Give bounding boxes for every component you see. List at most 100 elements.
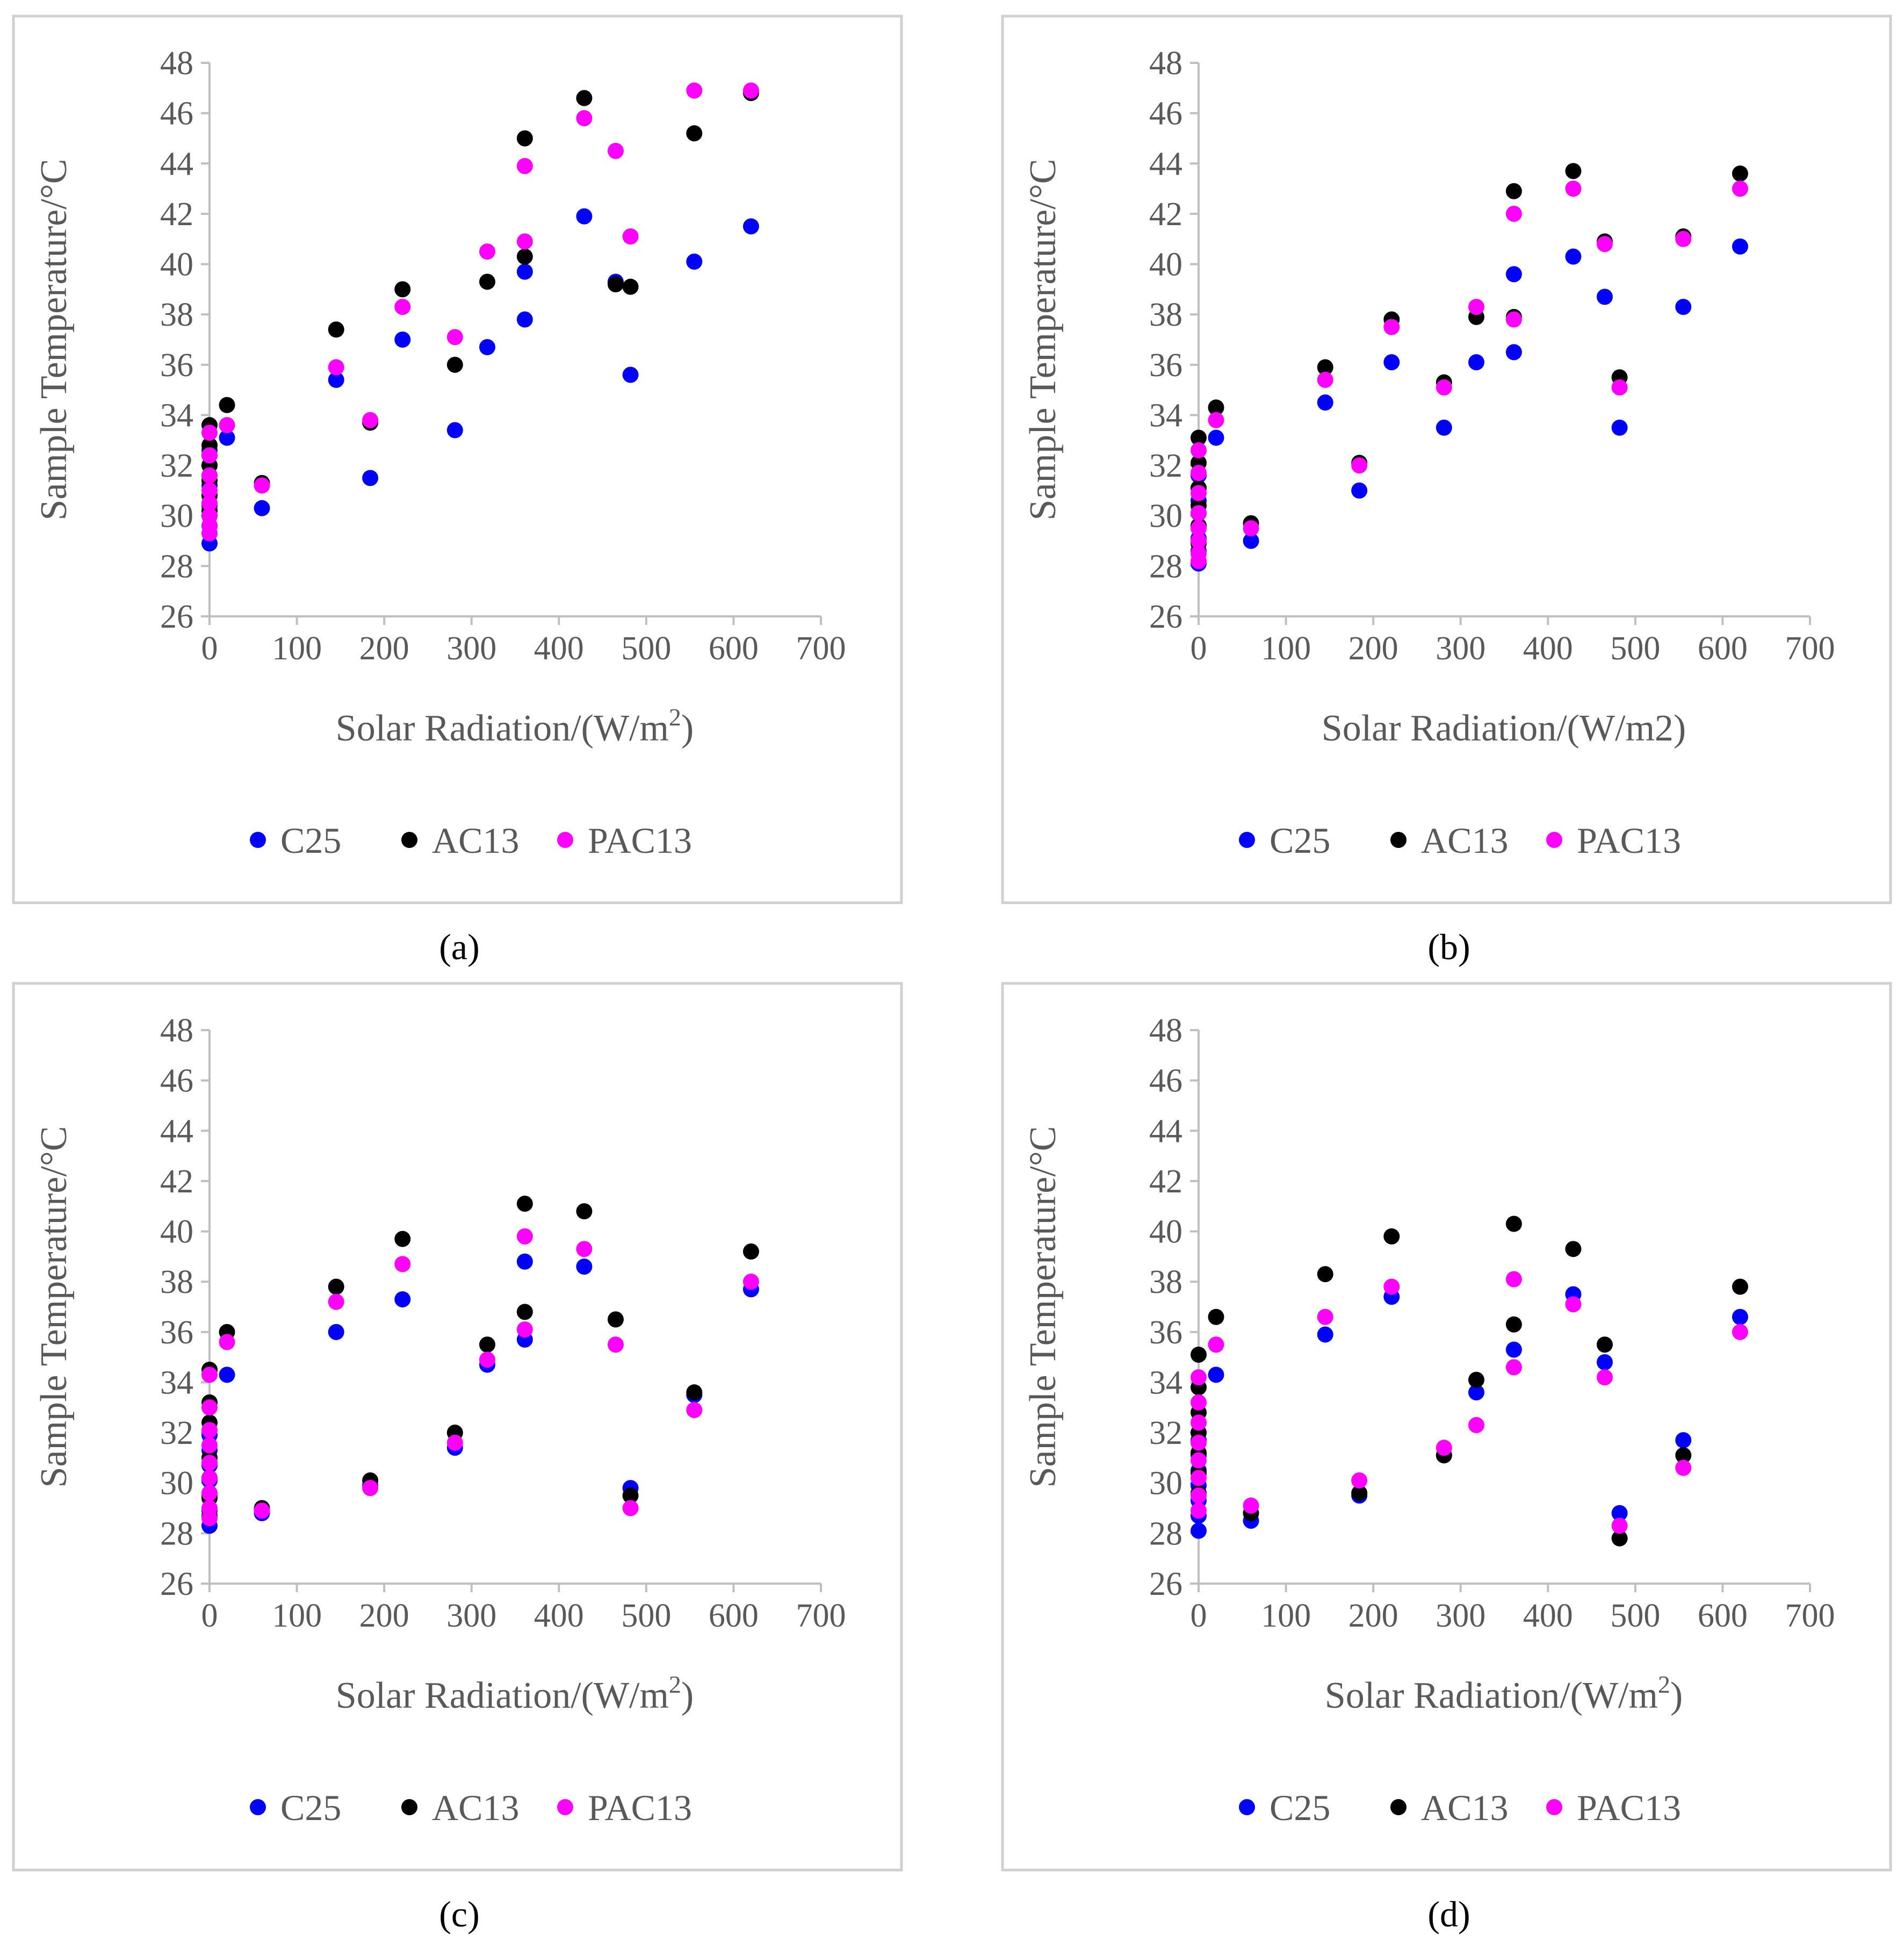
y-tick-label: 38 (1149, 1264, 1182, 1300)
series-PAC13 (201, 82, 759, 542)
legend-label: PAC13 (588, 820, 692, 861)
data-point (1596, 236, 1613, 253)
y-axis-title: Sample Temperature/°C (1022, 1126, 1064, 1488)
x-tick-label: 0 (1191, 1598, 1207, 1634)
data-point (446, 422, 463, 438)
panel-frame (12, 15, 903, 904)
data-point (1611, 1530, 1628, 1547)
x-tick-label: 100 (272, 1598, 322, 1634)
y-tick-label: 32 (1149, 448, 1182, 484)
y-tick-label: 48 (1149, 45, 1182, 82)
data-point (1191, 1522, 1207, 1539)
data-point (1191, 1452, 1207, 1469)
x-axis-title: Solar Radiation/(W/m2) (1325, 1671, 1683, 1716)
legend-marker (1546, 1799, 1562, 1815)
data-point (576, 1259, 593, 1275)
y-tick-label: 40 (1149, 247, 1182, 283)
y-tick-label: 46 (1149, 96, 1182, 132)
data-point (1191, 465, 1207, 481)
data-point (1208, 1336, 1224, 1353)
data-point (1191, 1414, 1207, 1431)
y-tick-label: 40 (160, 1214, 193, 1250)
data-point (1191, 533, 1207, 549)
data-point (479, 274, 495, 290)
x-tick-label: 100 (1261, 630, 1311, 667)
legend-entry-PAC13: PAC13 (557, 820, 692, 861)
data-point (201, 1455, 218, 1471)
data-point (201, 495, 218, 512)
data-point (1191, 429, 1207, 446)
panel-frame (1001, 15, 1892, 904)
x-tick-label: 700 (796, 630, 846, 667)
y-tick-label: 34 (160, 1364, 193, 1401)
data-point (576, 1203, 593, 1220)
data-point (1611, 379, 1628, 395)
data-point (201, 467, 218, 484)
data-point (201, 482, 218, 499)
data-point (394, 281, 411, 298)
data-point (1243, 533, 1259, 549)
data-point (328, 1278, 344, 1295)
data-point (219, 397, 235, 413)
y-tick-label: 26 (160, 1566, 193, 1602)
legend-label: PAC13 (1577, 820, 1681, 861)
data-point (1505, 266, 1522, 283)
data-point (254, 1502, 270, 1519)
data-point (1383, 1278, 1400, 1295)
data-point (1596, 1369, 1613, 1386)
data-point (1191, 1369, 1207, 1386)
legend-marker (1390, 832, 1407, 848)
legend-entry-PAC13: PAC13 (1546, 1787, 1681, 1828)
x-tick-label: 200 (359, 1598, 409, 1634)
legend-label: AC13 (1421, 1787, 1508, 1828)
data-point (742, 1274, 759, 1290)
x-tick-label: 300 (1436, 630, 1485, 667)
data-point (1383, 354, 1400, 371)
x-tick-label: 600 (1698, 630, 1748, 667)
data-point (1505, 205, 1522, 222)
x-axis-title: Solar Radiation/(W/m2) (336, 1671, 694, 1716)
data-point (1505, 344, 1522, 361)
x-tick-label: 100 (272, 630, 322, 667)
data-point (1208, 429, 1224, 446)
x-tick-label: 500 (621, 1598, 671, 1634)
data-point (1208, 412, 1224, 428)
legend-marker (557, 832, 573, 848)
data-point (516, 1304, 533, 1320)
x-tick-label: 700 (796, 1598, 846, 1634)
data-point (1732, 181, 1748, 197)
y-tick-label: 34 (1149, 1364, 1182, 1401)
data-point (686, 125, 703, 142)
y-tick-label: 36 (1149, 1314, 1182, 1351)
data-point (201, 1485, 218, 1501)
y-tick-label: 42 (1149, 1163, 1182, 1200)
y-tick-label: 38 (160, 1264, 193, 1300)
chart-panel-4: 26 28 30 32 34 36 38 40 42 44 46 48 0 100 200 300 400 500… (1001, 982, 1892, 1872)
x-tick-label: 500 (1610, 630, 1660, 667)
chart-panel-2: 26 28 30 32 34 36 38 40 42 44 46 48 0 100 200 300 400 500… (1001, 15, 1892, 904)
y-tick-label: 42 (160, 1163, 193, 1200)
data-point (201, 1510, 218, 1527)
y-tick-label: 30 (160, 498, 193, 535)
data-point (1436, 379, 1452, 395)
data-point (1383, 1228, 1400, 1245)
panel-caption: (d) (1427, 1894, 1470, 1935)
y-tick-label: 34 (160, 397, 193, 434)
x-axis-title-superscript: 2 (669, 703, 681, 731)
x-axis-title-text: Solar Radiation/(W/m (336, 708, 669, 749)
data-point (201, 525, 218, 542)
data-point (607, 1311, 624, 1328)
y-tick-label: 42 (1149, 196, 1182, 233)
data-point (1436, 1440, 1452, 1456)
x-tick-label: 100 (1261, 1598, 1311, 1634)
data-point (201, 425, 218, 441)
y-tick-label: 30 (1149, 1465, 1182, 1502)
data-point (254, 500, 270, 516)
legend-entry-PAC13: PAC13 (557, 1787, 692, 1828)
x-tick-label: 700 (1785, 1598, 1835, 1634)
legend-marker (1390, 1799, 1407, 1815)
y-tick-label: 32 (160, 448, 193, 484)
data-point (1317, 1266, 1333, 1283)
panel-frame (1001, 982, 1892, 1872)
y-tick-label: 30 (160, 1465, 193, 1502)
